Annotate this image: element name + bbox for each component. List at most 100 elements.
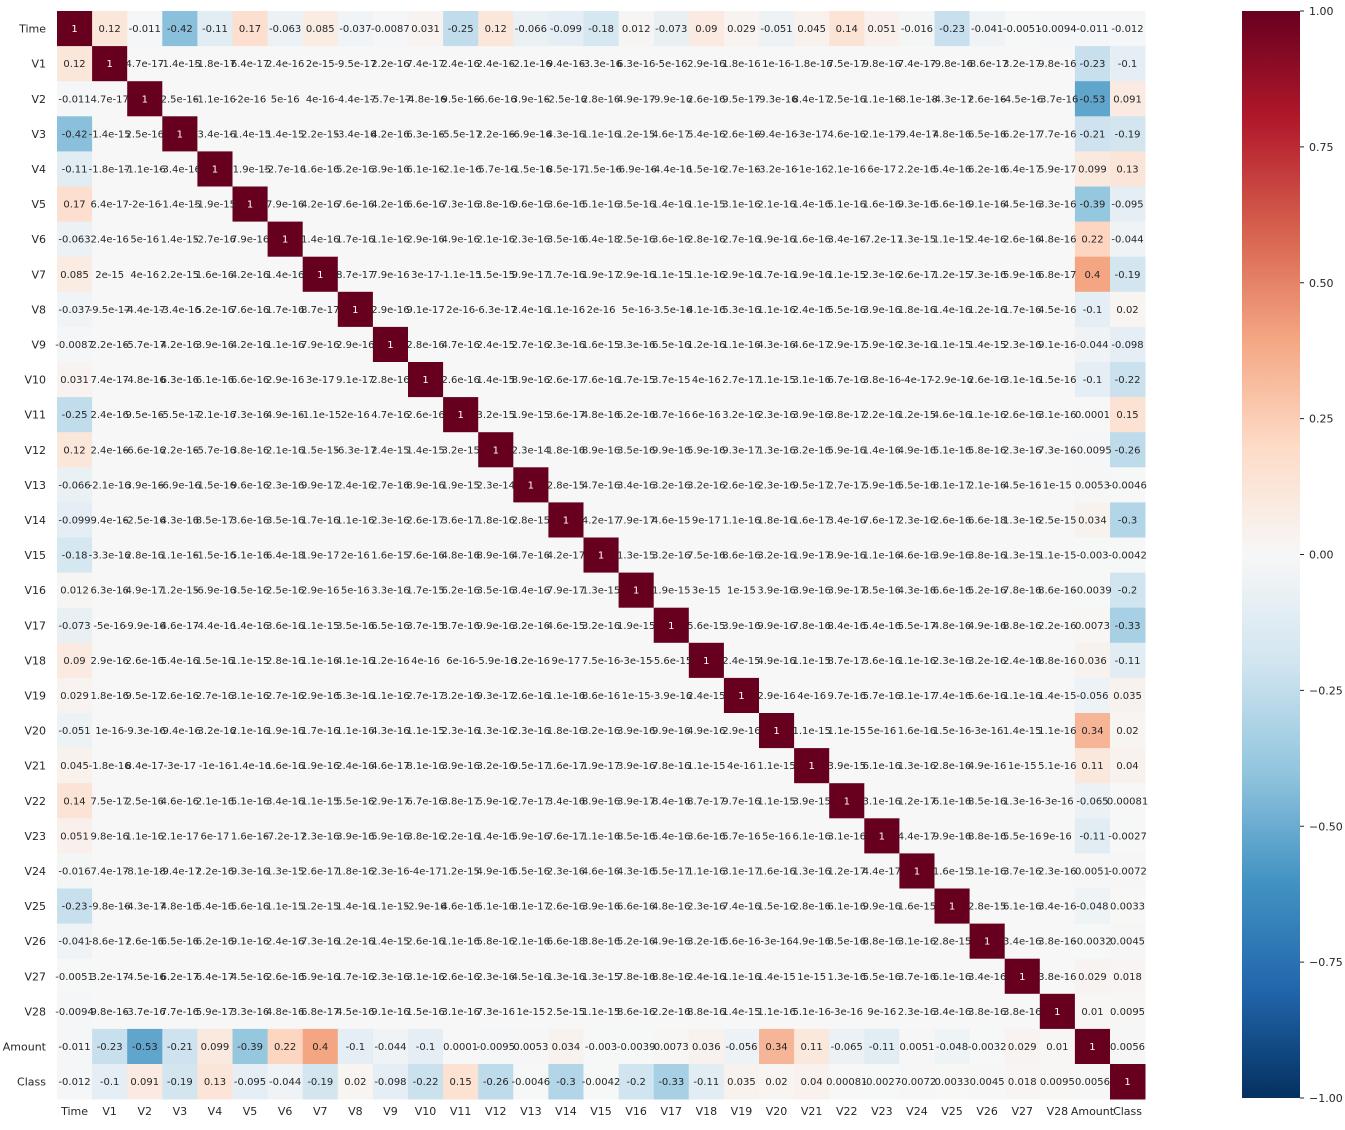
cell-value-label: 3.6e-16 xyxy=(547,200,585,211)
cell-value-label: 1.9e-15 xyxy=(652,586,690,597)
x-tick-label: V27 xyxy=(1011,1105,1033,1118)
heatmap-cell xyxy=(583,607,619,644)
heatmap-cell xyxy=(57,116,93,152)
heatmap-cell xyxy=(267,11,304,47)
cell-value-label: 2.9e-16 xyxy=(301,586,339,597)
heatmap-cell xyxy=(1074,116,1111,152)
cell-value-label: 7.5e-16 xyxy=(582,656,620,667)
heatmap-cell xyxy=(548,432,584,468)
cell-value-label: 3.8e-16 xyxy=(477,200,515,211)
heatmap-cell xyxy=(969,116,1006,152)
y-tick-label: V19 xyxy=(24,689,46,702)
cell-value-label: 2.2e-16 xyxy=(652,1007,690,1018)
heatmap-cell xyxy=(513,537,549,573)
y-tick-label: Time xyxy=(18,23,46,36)
cell-value-label: -0.1 xyxy=(346,1042,366,1053)
cell-value-label: 1.9e-16 xyxy=(301,761,339,772)
cell-value-label: 2.4e-16 xyxy=(336,480,374,491)
cell-value-label: 9.8e-16 xyxy=(90,831,128,842)
cell-value-label: 0.0053 xyxy=(513,1042,548,1053)
y-tick-label: V7 xyxy=(31,268,46,281)
cell-value-label: 2.6e-16 xyxy=(933,515,971,526)
heatmap-cell xyxy=(618,151,655,187)
cell-value-label: 9.8e-16 xyxy=(1038,59,1076,70)
heatmap-cell xyxy=(372,677,409,714)
cell-value-label: 8.1e-17 xyxy=(933,480,971,491)
heatmap-cell xyxy=(513,432,549,468)
heatmap-cell xyxy=(57,362,93,398)
heatmap-cell xyxy=(1039,713,1076,749)
cell-value-label: 3.9e-16 xyxy=(792,586,830,597)
cell-value-label: 7.9e-16 xyxy=(371,270,409,281)
cell-value-label: 4.9e-16 xyxy=(968,621,1006,632)
cell-value-label: 5.9e-16 xyxy=(371,831,409,842)
cell-value-label: 3.5e-16 xyxy=(547,235,585,246)
heatmap-cell xyxy=(794,291,830,328)
heatmap-cell xyxy=(759,221,795,258)
cell-value-label: 2.6e-16 xyxy=(722,480,760,491)
cell-value-label: -0.1 xyxy=(1118,59,1138,70)
cell-value-label: 0.0051 xyxy=(1075,866,1110,877)
colorbar-ticks: 1.000.750.500.250.00−0.25−0.50−0.75−1.00 xyxy=(1300,5,1343,1105)
cell-value-label: 1.2e-16 xyxy=(687,340,725,351)
cell-value-label: 3.9e-16 xyxy=(371,164,409,175)
heatmap-cell xyxy=(372,116,409,152)
heatmap-cell xyxy=(127,362,163,398)
x-tick-label: V4 xyxy=(208,1105,223,1118)
heatmap-cell xyxy=(302,572,339,609)
heatmap-cell xyxy=(513,11,549,47)
cell-value-label: 4.5e-16 xyxy=(1003,480,1041,491)
cell-value-label: -5.7e-16 xyxy=(194,445,236,456)
cell-value-label: 6e-16 xyxy=(692,410,721,421)
cell-value-label: 1.1e-16 xyxy=(687,270,725,281)
cell-value-label: 4.6e-17 xyxy=(371,761,409,772)
cell-value-label: 3.6e-17 xyxy=(441,515,479,526)
cell-value-label: 8.9e-16 xyxy=(406,480,444,491)
heatmap-cell xyxy=(1074,46,1111,82)
cell-value-label: 1.1e-16 xyxy=(1038,726,1076,737)
heatmap-cell xyxy=(688,256,725,293)
heatmap-cell xyxy=(267,642,304,679)
heatmap-cell xyxy=(934,116,970,152)
heatmap-cell xyxy=(548,467,584,503)
cell-value-label: -3.2e-16 xyxy=(194,726,236,737)
heatmap-cell xyxy=(372,748,409,784)
heatmap-cell xyxy=(1074,642,1111,679)
heatmap-cell xyxy=(57,397,93,433)
cell-value-label: -2.1e-16 xyxy=(89,480,131,491)
heatmap-cell xyxy=(162,186,198,222)
heatmap-cell xyxy=(92,432,128,468)
x-tick-label: V16 xyxy=(625,1105,647,1118)
x-tick-label: V20 xyxy=(766,1105,788,1118)
heatmap-cell xyxy=(759,46,795,82)
cell-value-label: -4e-17 xyxy=(409,866,441,877)
heatmap-cell xyxy=(443,677,479,714)
cell-value-label: 2.1e-16 xyxy=(196,796,234,807)
cell-value-label: 0.04 xyxy=(801,1077,823,1088)
colorbar-tick-label: 0.75 xyxy=(1309,141,1334,154)
cell-value-label: -2.5e-16 xyxy=(124,515,166,526)
cell-value-label: 6.1e-16 xyxy=(863,761,901,772)
cell-value-label: -0.1 xyxy=(1083,375,1103,386)
cell-value-label: 4e-16 xyxy=(727,761,756,772)
cell-value-label: -0.0095 xyxy=(1073,445,1112,456)
cell-value-label: 1.3e-16 xyxy=(757,445,795,456)
heatmap-cell xyxy=(302,186,339,222)
heatmap-cell xyxy=(934,81,970,117)
cell-value-label: 1 xyxy=(1124,1077,1130,1088)
cell-value-label: 2.5e-16 xyxy=(126,129,164,140)
cell-value-label: 3.9e-17 xyxy=(828,586,866,597)
heatmap-cell xyxy=(934,291,970,328)
heatmap-cell xyxy=(794,783,830,819)
cell-value-label: 1 xyxy=(598,551,604,562)
cell-value-label: 2.7e-17 xyxy=(512,796,550,807)
y-tick-label: V20 xyxy=(24,725,46,738)
heatmap-cell xyxy=(267,748,304,784)
cell-value-label: -0.063 xyxy=(269,24,301,35)
heatmap-cell xyxy=(1074,151,1111,187)
cell-value-label: 1.3e-15 xyxy=(582,586,620,597)
heatmap-cell xyxy=(267,783,304,819)
cell-value-label: 0.0001 xyxy=(443,1042,478,1053)
heatmap-cell xyxy=(969,537,1006,573)
cell-value-label: 1.6e-16 xyxy=(266,761,304,772)
